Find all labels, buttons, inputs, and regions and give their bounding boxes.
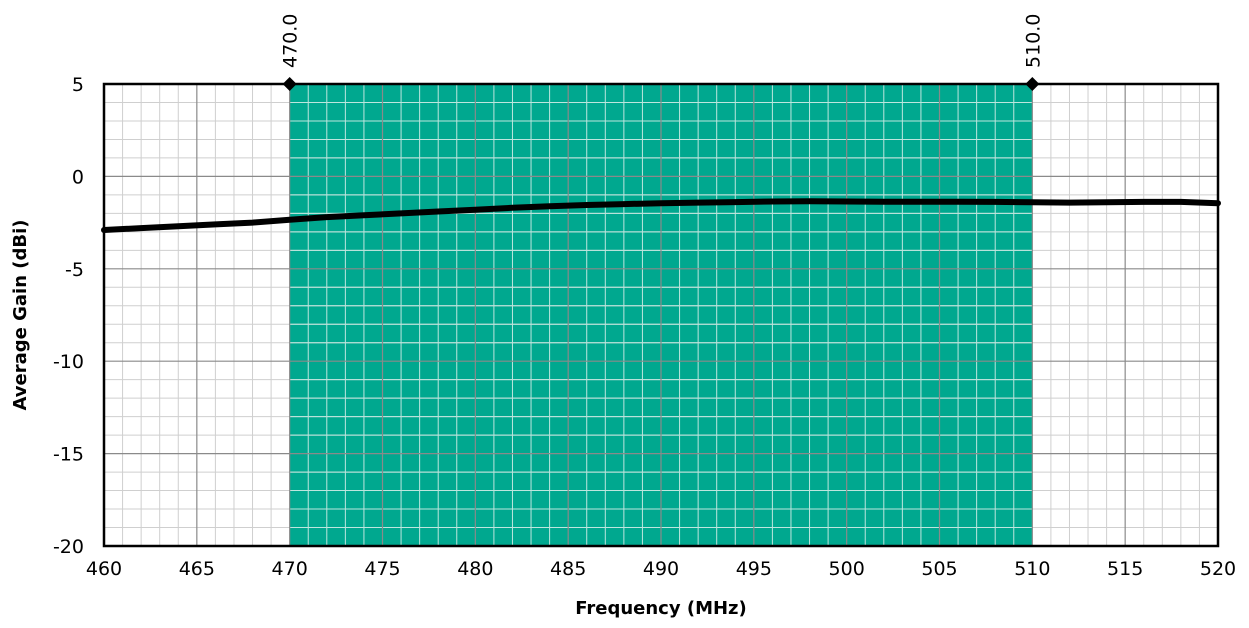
x-axis-title: Frequency (MHz) — [575, 598, 747, 619]
y-tick-label: -5 — [65, 259, 84, 281]
x-tick-label: 475 — [364, 558, 400, 580]
x-tick-labels: 460 465 470 475 480 485 490 495 500 505 510 515 520 — [86, 558, 1236, 580]
band-end-marker — [1025, 77, 1040, 91]
y-tick-label: -20 — [53, 536, 84, 558]
x-tick-label: 515 — [1107, 558, 1143, 580]
plot-frame — [102, 82, 1220, 548]
band-start-label: 470.0 — [280, 14, 302, 68]
x-tick-label: 470 — [272, 558, 308, 580]
x-tick-label: 520 — [1200, 558, 1236, 580]
y-tick-label: 0 — [72, 166, 84, 188]
series-line-0 — [101, 198, 1221, 233]
major-grid — [104, 84, 1218, 546]
x-tick-label: 465 — [179, 558, 215, 580]
x-tick-label: 500 — [829, 558, 865, 580]
y-tick-label: -15 — [53, 444, 84, 466]
x-tick-label: 510 — [1014, 558, 1050, 580]
x-tick-label: 505 — [921, 558, 957, 580]
band-start-marker — [282, 77, 297, 91]
series-layer — [101, 198, 1221, 233]
y-axis-title: Average Gain (dBi) — [10, 219, 31, 410]
y-tick-label: -10 — [53, 351, 84, 373]
band-marker-layer: 470.0 510.0 — [280, 14, 1044, 91]
band-end-label: 510.0 — [1022, 14, 1044, 68]
x-tick-label: 460 — [86, 558, 122, 580]
y-tick-labels: 5 0 -5 -10 -15 -20 — [53, 74, 84, 558]
x-tick-label: 495 — [736, 558, 772, 580]
x-tick-label: 485 — [550, 558, 586, 580]
x-tick-label: 480 — [457, 558, 493, 580]
x-tick-label: 490 — [643, 558, 679, 580]
y-tick-label: 5 — [72, 74, 84, 96]
